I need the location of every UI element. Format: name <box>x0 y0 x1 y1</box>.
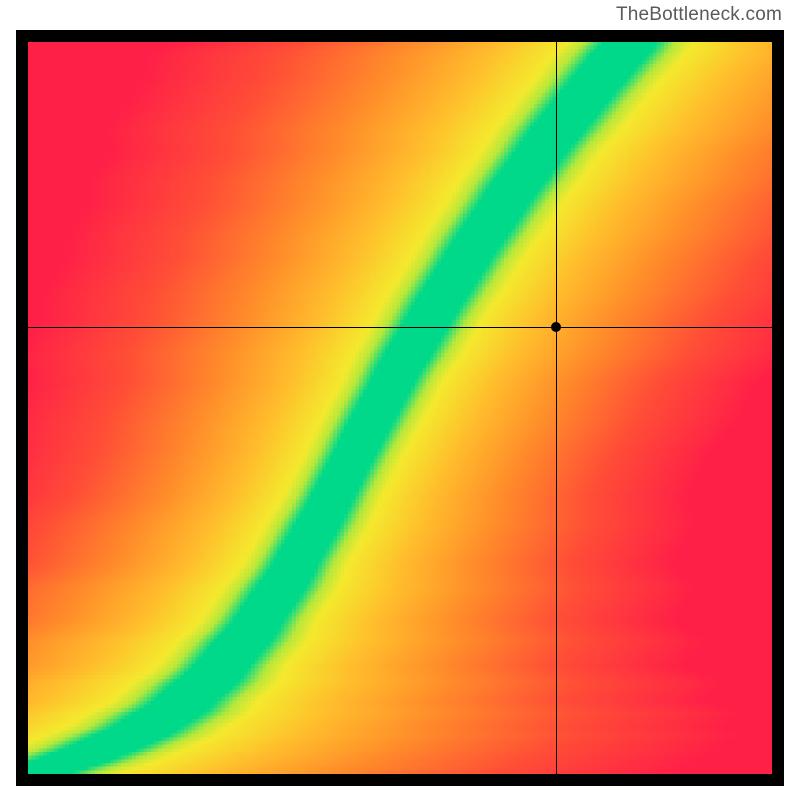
figure-container: { "watermark": { "text": "TheBottleneck.… <box>0 0 800 800</box>
plot-outer-frame <box>16 30 784 786</box>
crosshair-horizontal <box>28 327 772 328</box>
crosshair-marker <box>551 322 561 332</box>
crosshair-vertical <box>556 42 557 774</box>
watermark-text: TheBottleneck.com <box>616 4 782 26</box>
plot-area <box>28 42 772 774</box>
heatmap-canvas <box>28 42 772 774</box>
